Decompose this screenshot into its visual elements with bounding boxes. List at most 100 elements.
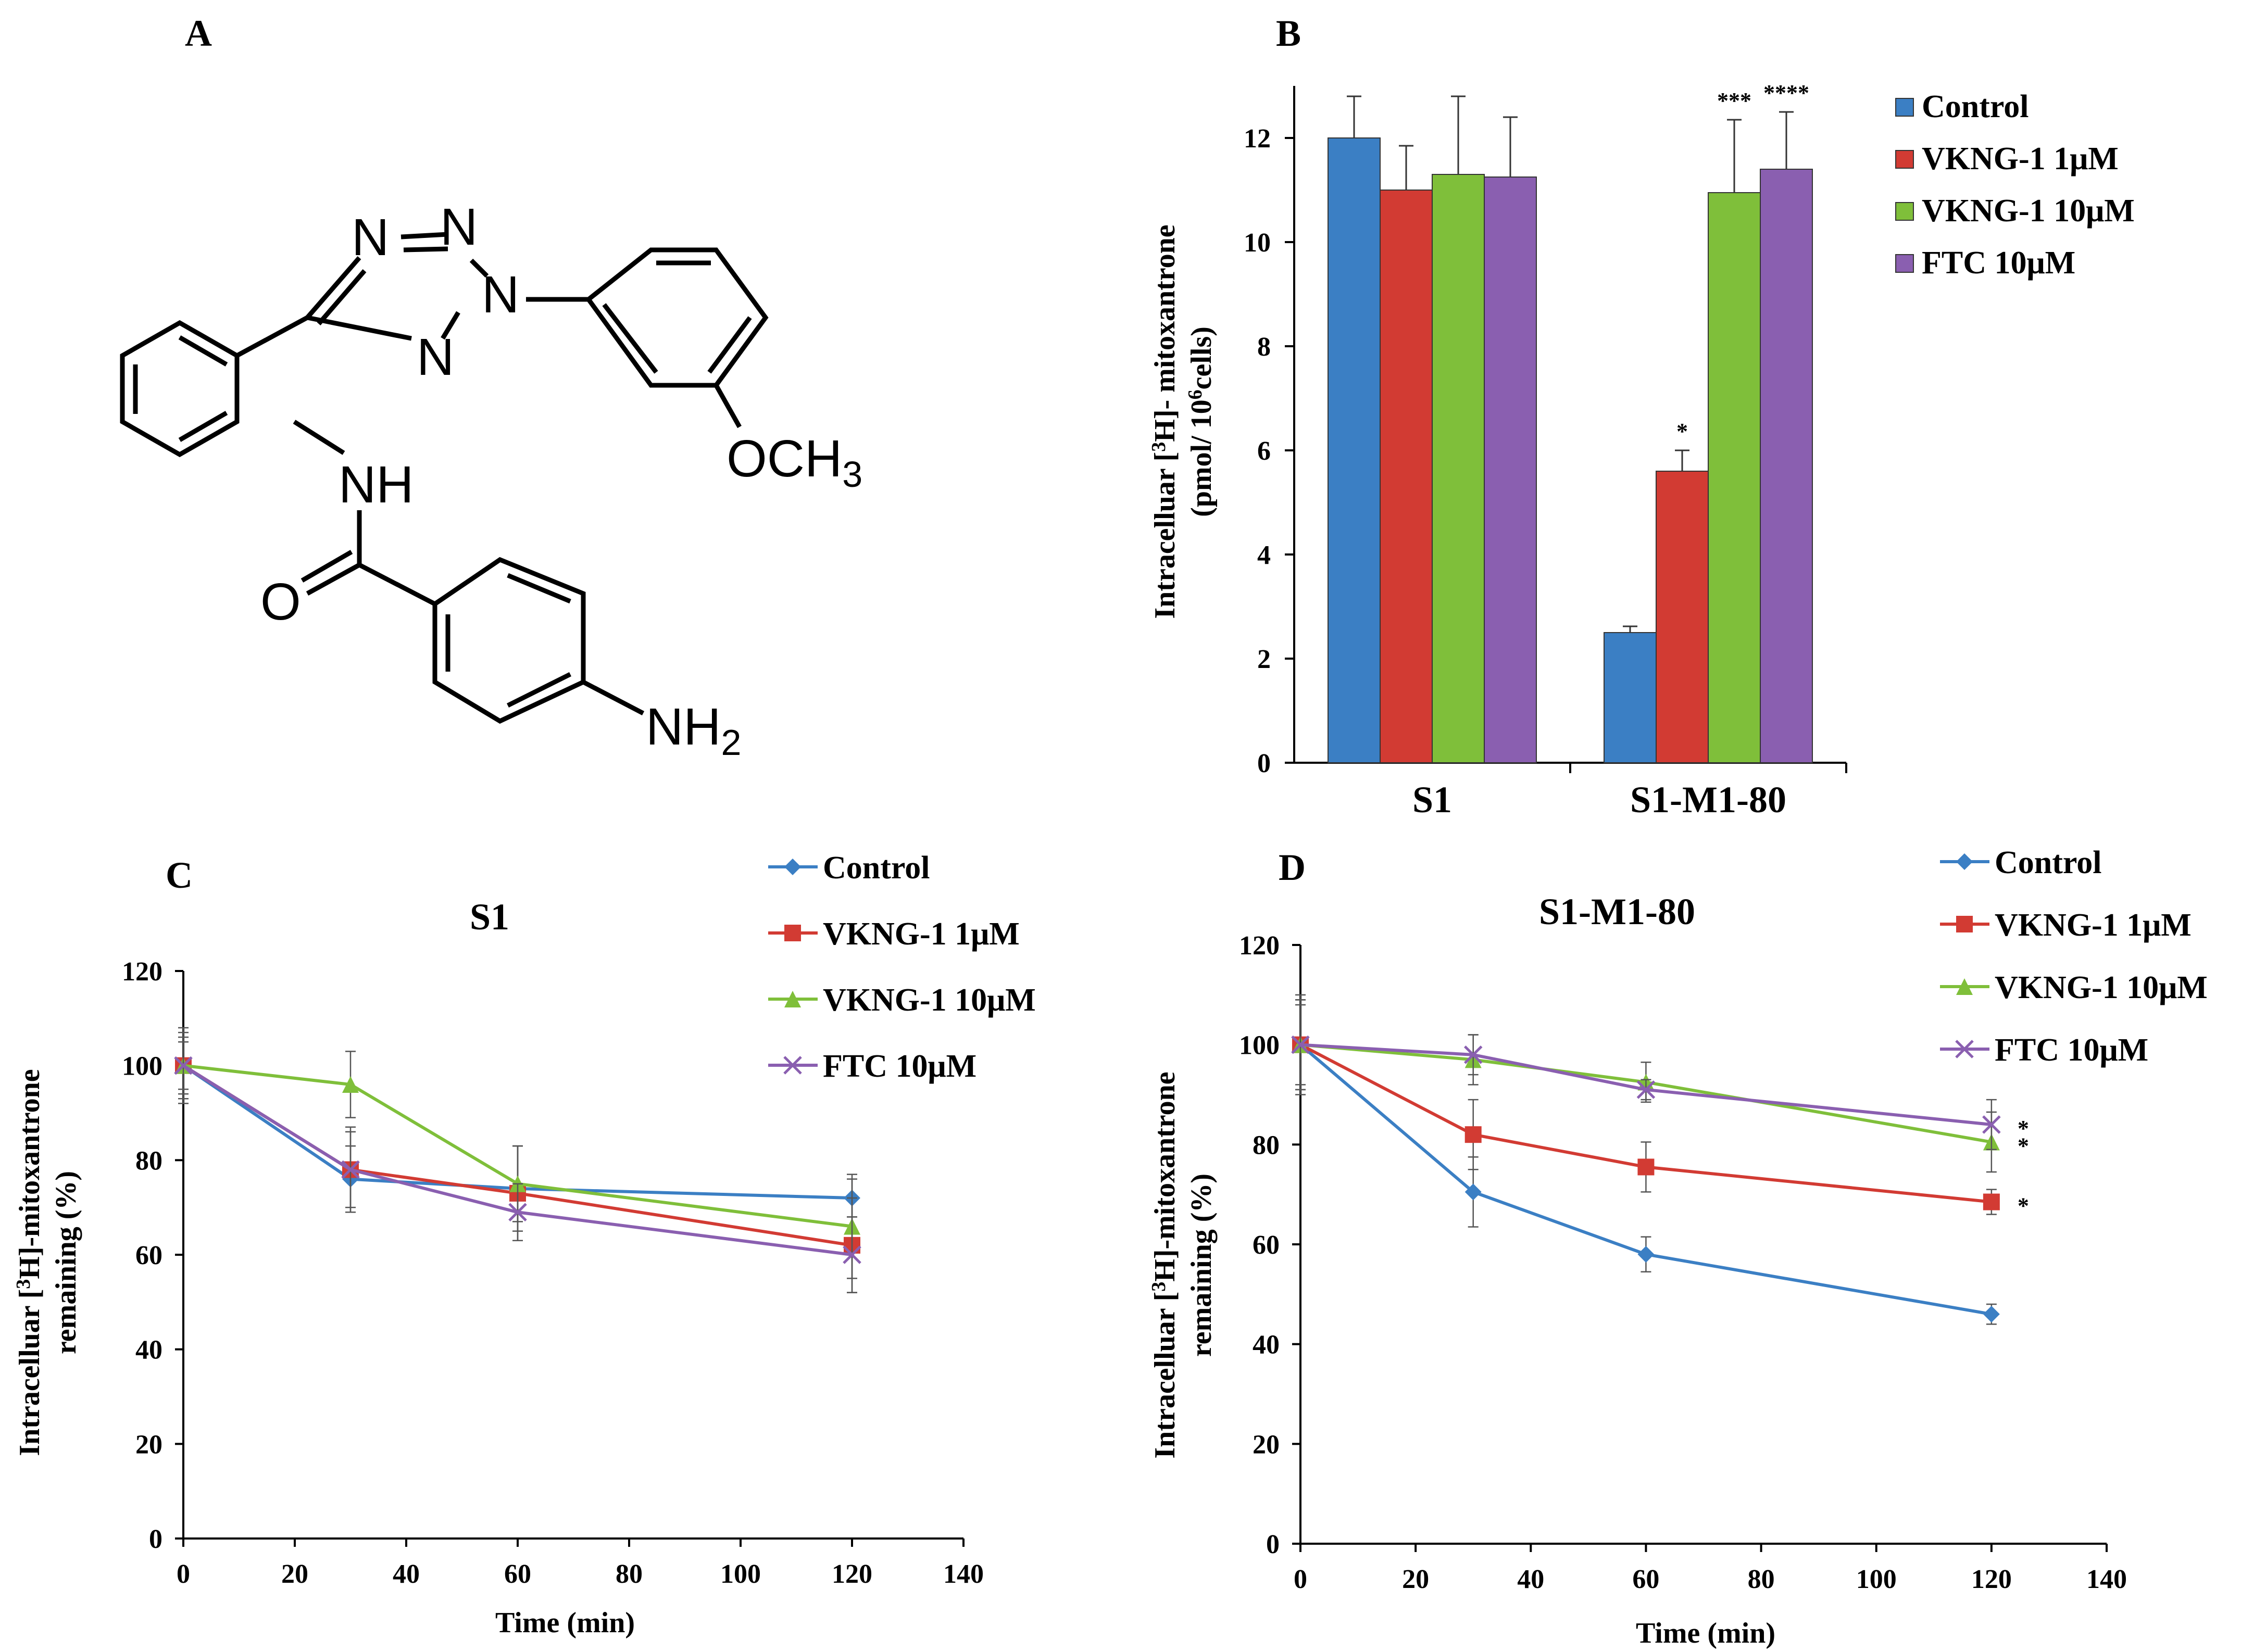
x-tick-label: 40 [1517, 1565, 1544, 1594]
atom-label: O [260, 573, 301, 631]
atom-label: N [417, 328, 454, 386]
y-tick-label: 80 [135, 1146, 162, 1176]
series-line [1299, 1043, 1992, 1204]
panel-label-d: D [1279, 847, 1306, 888]
y-tick-label: 0 [1266, 1530, 1280, 1559]
x-tick-label: 20 [281, 1559, 308, 1589]
bar [1760, 169, 1813, 763]
bond [235, 316, 309, 358]
legend-label: VKNG-1 10μM [823, 982, 1036, 1018]
legend-label: FTC 10μM [1995, 1032, 2148, 1068]
bond [582, 680, 645, 715]
significance-mark: **** [1763, 80, 1809, 106]
y-tick-label: 40 [135, 1335, 162, 1365]
data-point [342, 1076, 359, 1093]
data-point [1637, 1246, 1655, 1263]
x-tick-label: 60 [1632, 1565, 1659, 1594]
panel-label-c: C [166, 854, 193, 896]
significance-mark: * [2018, 1133, 2029, 1159]
data-point [174, 1056, 193, 1075]
bond [358, 563, 436, 606]
legend-swatch [1895, 98, 1914, 117]
legend-label: VKNG-1 1μM [1922, 141, 2119, 176]
atom-label: OCH3 [727, 430, 862, 495]
atom-label: N [440, 198, 478, 256]
legend-label: Control [823, 850, 930, 886]
bar [1484, 176, 1537, 763]
y-tick-label: 40 [1253, 1330, 1280, 1360]
x-tick-label: 140 [2086, 1565, 2127, 1594]
category-label: S1-M1-80 [1630, 779, 1786, 821]
x-tick-label: 140 [943, 1559, 984, 1589]
ring-double-bond [507, 573, 571, 604]
data-point [1956, 853, 1973, 870]
y-tick-label: 20 [135, 1430, 162, 1459]
panel-label-b: B [1276, 12, 1301, 54]
y-tick-label: 10 [1244, 228, 1271, 258]
atom-label: NH2 [646, 698, 741, 763]
data-point [1636, 1080, 1656, 1099]
benzene-ring-left [120, 320, 240, 458]
y-tick-label: 60 [135, 1241, 162, 1270]
y-tick-label: 20 [1253, 1430, 1280, 1459]
y-tick-label: 0 [1257, 749, 1271, 778]
data-point [1291, 1035, 1310, 1054]
x-tick-label: 20 [1402, 1565, 1429, 1594]
data-point [1982, 1115, 2001, 1134]
x-tick-label: 0 [177, 1559, 190, 1589]
atom-label: NH [339, 456, 414, 514]
y-tick-label: 100 [122, 1052, 162, 1081]
data-point [843, 1245, 861, 1264]
y-axis-title-line1: Intracelluar [3H]- mitoxantrone [1148, 224, 1181, 619]
legend-label: VKNG-1 10μM [1995, 970, 2208, 1005]
data-point [1955, 1040, 1974, 1058]
bond [317, 269, 367, 325]
legend-label: Control [1995, 845, 2102, 880]
bar [1432, 174, 1485, 763]
data-point [1983, 1193, 2000, 1210]
x-axis-title: Time (min) [495, 1607, 635, 1639]
data-point [784, 925, 801, 941]
data-point [1463, 1045, 1483, 1064]
atom-label: N [352, 208, 389, 267]
y-tick-label: 4 [1257, 540, 1271, 570]
bond [714, 384, 742, 428]
bar [1328, 137, 1381, 763]
legend-label: VKNG-1 1μM [1995, 907, 2192, 943]
chemical-structure [120, 232, 769, 724]
legend-label: VKNG-1 10μM [1922, 193, 2135, 229]
ring-double-bond [178, 411, 228, 442]
bar [1656, 471, 1709, 763]
category-label: S1 [1412, 779, 1452, 821]
y-axis-title-line2: (pmol/ 106cells) [1184, 326, 1218, 517]
data-point [508, 1203, 527, 1222]
bond [469, 258, 489, 278]
data-point [1956, 978, 1973, 995]
legend-swatch [1895, 202, 1914, 221]
ring-double-bond [178, 335, 228, 367]
legend-label: Control [1922, 89, 2029, 124]
bar-chart-panel-b: Intracelluar [3H]- mitoxantrone (pmol/ 1… [1148, 80, 2135, 821]
x-tick-label: 100 [720, 1559, 761, 1589]
data-point [1464, 1183, 1482, 1201]
data-point [784, 859, 801, 875]
legend-label: VKNG-1 1μM [823, 916, 1020, 952]
significance-mark: * [1676, 419, 1688, 444]
bond [293, 420, 345, 455]
line-chart-panel-d: S1-M1-80 Intracelluar [3H]-mitoxantrone … [1148, 845, 2208, 1649]
y-tick-label: 12 [1244, 124, 1271, 154]
legend-swatch [1895, 254, 1914, 273]
series-line [182, 1064, 853, 1200]
series-line [182, 1064, 853, 1256]
significance-mark: *** [1717, 88, 1751, 114]
series-line [1300, 1043, 1992, 1126]
y-axis-title-line2: remaining (%) [50, 1171, 82, 1354]
bond [307, 315, 412, 341]
x-tick-label: 80 [1748, 1565, 1775, 1594]
y-tick-label: 100 [1239, 1031, 1280, 1061]
y-tick-label: 120 [1239, 931, 1280, 961]
panel-label-a: A [185, 12, 212, 54]
legend-label: FTC 10μM [1922, 245, 2075, 281]
y-tick-label: 6 [1257, 436, 1271, 466]
